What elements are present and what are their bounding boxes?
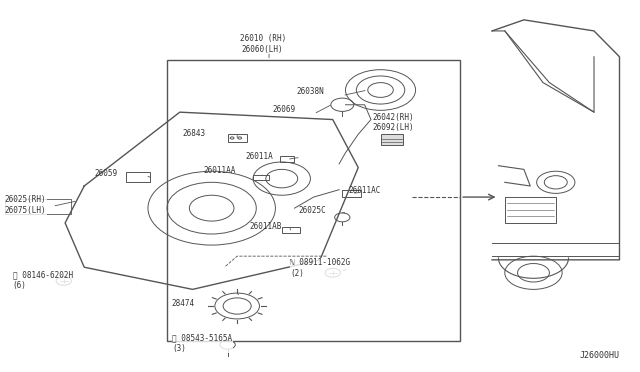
Bar [280,157,294,162]
Text: 26059: 26059 [94,169,117,178]
Text: 26011AB: 26011AB [250,222,282,231]
Text: 28474: 28474 [172,299,195,308]
Text: 26038N: 26038N [297,87,324,96]
Text: 26011A: 26011A [245,152,273,161]
Text: 26010 (RH)
26060(LH): 26010 (RH) 26060(LH) [239,34,286,54]
Text: J26000HU: J26000HU [579,350,620,359]
Text: Ⓑ 08146-6202H
(6): Ⓑ 08146-6202H (6) [13,270,73,290]
Bar [125,172,150,182]
Bar [4,199,72,214]
Bar [342,190,362,197]
Text: 26069: 26069 [273,105,296,115]
Text: 26042(RH)
26092(LH): 26042(RH) 26092(LH) [372,113,414,132]
Text: 26025(RH)
26075(LH): 26025(RH) 26075(LH) [4,196,46,215]
Text: ℕ 08911-1062G
(2): ℕ 08911-1062G (2) [290,258,350,278]
Text: 26011AC: 26011AC [348,186,380,195]
Text: Ⓢ 08543-5165A
(3): Ⓢ 08543-5165A (3) [172,333,232,353]
Bar [228,134,246,142]
Text: 26011AA: 26011AA [204,166,236,175]
Bar [253,175,269,180]
Text: 26843: 26843 [182,129,205,138]
Text: 26025C: 26025C [299,206,326,215]
Bar [282,227,300,233]
Polygon shape [381,134,403,145]
Bar [167,61,460,341]
